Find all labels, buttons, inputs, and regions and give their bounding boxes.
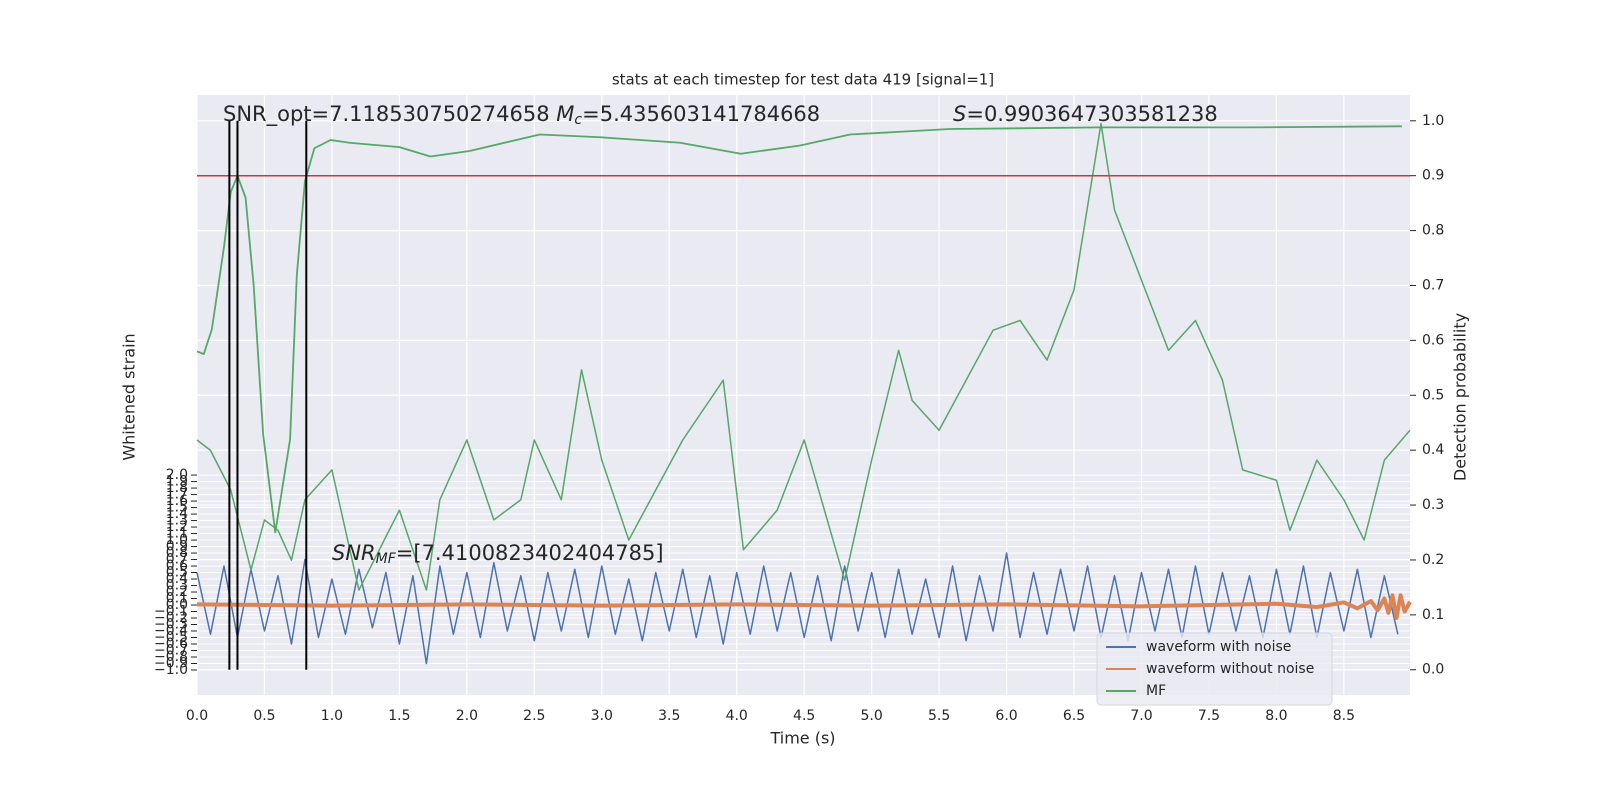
y-tick-label: −0.2 [154,610,188,626]
y-tick-label: −0.5 [154,630,188,646]
y-tick-label: 1.4 [166,506,188,522]
y-tick-label: −0.9 [154,655,188,671]
x-tick-label: 8.5 [1333,708,1355,724]
x-tick-label: 2.0 [456,708,478,724]
y2-axis-label: Detection probability [1451,313,1470,481]
annotation-text: =[7.4100823402404785] [396,541,664,565]
legend-box [1096,632,1333,706]
y2-tick-label: 0.5 [1422,387,1444,403]
y-tick-label: −0.6 [154,636,188,652]
annotation-text: SNR_opt=7.118530750274658 [223,102,550,127]
x-axis-label: Time (s) [769,729,835,748]
y-tick-label: −1.0 [154,662,188,678]
y-tick-label: 0.1 [166,591,188,607]
x-tick-label: 1.0 [321,708,343,724]
y-tick-label: −0.8 [154,649,188,665]
y-tick-label: 0.9 [166,539,188,555]
chart-title: stats at each timestep for test data 419… [612,71,994,89]
legend-label: MF [1146,683,1166,699]
x-tick-label: 4.5 [793,708,815,724]
annotation-subscript: MF [376,551,397,567]
y2-tick-label: 0.3 [1422,497,1444,513]
x-tick-label: 7.5 [1198,708,1220,724]
y-tick-label: 0.4 [166,571,188,587]
legend-label: waveform with noise [1146,639,1291,655]
x-tick-label: 5.0 [861,708,883,724]
x-tick-label: 5.5 [928,708,950,724]
y-tick-label: 0.8 [166,545,188,561]
y2-tick-label: 0.8 [1422,223,1444,239]
series-line [196,593,1412,621]
x-tick-label: 3.5 [658,708,680,724]
legend-label: waveform without noise [1146,661,1314,677]
y-tick-label: 0.3 [166,578,188,594]
y-tick-label: 1.6 [166,493,188,509]
series-line [196,122,1411,591]
y-tick-label: 1.0 [166,532,188,548]
marks [196,120,1412,670]
y-tick-label: −0.7 [154,642,188,658]
x-tick-label: 0.0 [186,708,208,724]
y2-tick-label: 0.2 [1422,552,1444,568]
y2-tick-label: 0.4 [1422,442,1444,458]
y-tick-label: −0.4 [154,623,188,639]
y2-tick-label: 0.1 [1422,607,1444,623]
y-tick-label: −0.1 [154,604,188,620]
annotation-text: =0.9903647303581238 [966,102,1217,126]
y-tick-label: 0.5 [166,565,188,581]
y-tick-label: 1.2 [166,519,188,535]
y2-tick-label: 0.0 [1422,662,1444,678]
annotation: SNR_opt=7.118530750274658 Mc=5.435603141… [223,102,820,128]
annotation: S=0.9903647303581238 [953,102,1218,126]
legend: waveform with noise waveform without nois… [1096,632,1333,706]
x-tick-label: 3.0 [591,708,613,724]
y-tick-label: 1.9 [166,474,188,490]
annotation-symbol: SNR [332,541,376,565]
y-tick-label: 0.7 [166,552,188,568]
series-line [196,125,1402,534]
x-tick-label: 6.0 [995,708,1017,724]
y-tick-label: 1.5 [166,500,188,516]
y2-tick-label: 0.7 [1422,277,1444,293]
y-tick-label: −0.3 [154,617,188,633]
x-tick-label: 1.5 [388,708,410,724]
y-tick-label: 1.3 [166,513,188,529]
x-tick-label: 0.5 [253,708,275,724]
x-tick-label: 6.5 [1063,708,1085,724]
y-tick-label: 0.0 [166,597,188,613]
annotation-symbol: M [556,102,574,126]
y-tick-label: 0.2 [166,584,188,600]
y2-tick-label: 0.9 [1422,168,1444,184]
annotation-symbol: S [953,102,966,126]
annotation: SNRMF=[7.4100823402404785] [332,541,664,567]
y2-tick-label: 0.6 [1422,332,1444,348]
y2-tick-label: 1.0 [1422,113,1444,129]
y-tick-label: 1.7 [166,487,188,503]
annotation-text: =5.435603141784668 [582,102,820,126]
y-tick-label: 2.0 [166,467,188,483]
x-tick-label: 4.0 [726,708,748,724]
annotation-subscript: c [574,112,582,128]
x-tick-label: 7.0 [1130,708,1152,724]
x-tick-label: 8.0 [1265,708,1287,724]
y-tick-label: 1.1 [166,526,188,542]
y-tick-label: 0.6 [166,558,188,574]
y-axis-label: Whitened strain [120,333,139,460]
y-tick-label: 1.8 [166,480,188,496]
x-tick-label: 2.5 [523,708,545,724]
